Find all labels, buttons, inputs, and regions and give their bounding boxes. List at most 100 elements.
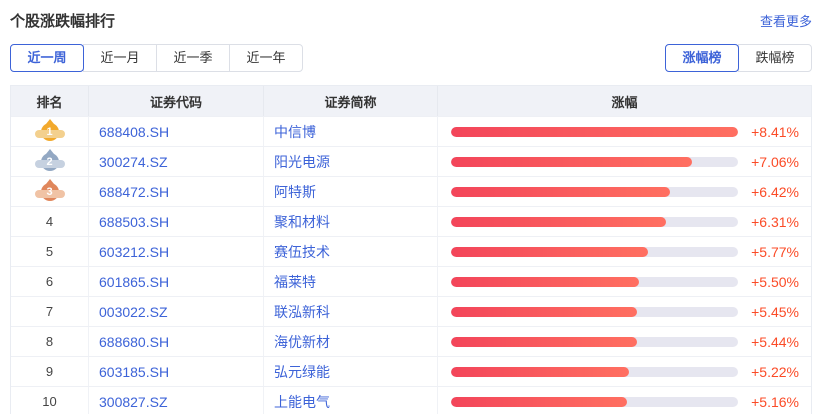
header-name: 证券简称 — [264, 86, 438, 116]
change-bar-fill — [451, 246, 648, 257]
rank-cell: 9 — [11, 357, 89, 386]
change-bar-track — [451, 366, 738, 377]
change-percent: +5.44% — [751, 333, 799, 350]
stock-name[interactable]: 中信博 — [264, 117, 438, 146]
change-cell: +5.22% — [438, 357, 811, 386]
stock-code[interactable]: 688503.SH — [89, 207, 264, 236]
change-bar-track — [451, 396, 738, 407]
stock-code[interactable]: 688680.SH — [89, 327, 264, 356]
toggle-losers[interactable]: 跌幅榜 — [738, 44, 812, 72]
tab-last-month[interactable]: 近一月 — [83, 44, 157, 72]
table-row[interactable]: 10 300827.SZ 上能电气 +5.16% — [11, 386, 811, 414]
rank-cell: 3 — [11, 177, 89, 206]
change-cell: +6.31% — [438, 207, 811, 236]
table-row[interactable]: 4 688503.SH 聚和材料 +6.31% — [11, 206, 811, 236]
stock-name[interactable]: 海优新材 — [264, 327, 438, 356]
stock-code[interactable]: 300827.SZ — [89, 387, 264, 414]
change-bar-track — [451, 156, 738, 167]
stock-code[interactable]: 603185.SH — [89, 357, 264, 386]
change-percent: +5.77% — [751, 243, 799, 260]
change-bar-fill — [451, 306, 637, 317]
panel-header: 个股涨跌幅排行 查看更多 — [10, 10, 812, 31]
header-rank: 排名 — [11, 86, 89, 116]
rank-cell: 5 — [11, 237, 89, 266]
stock-code[interactable]: 601865.SH — [89, 267, 264, 296]
change-cell: +7.06% — [438, 147, 811, 176]
table-row[interactable]: 2 300274.SZ 阳光电源 +7.06% — [11, 146, 811, 176]
change-percent: +5.16% — [751, 393, 799, 410]
rank-cell: 2 — [11, 147, 89, 176]
stock-code[interactable]: 003022.SZ — [89, 297, 264, 326]
change-bar-fill — [451, 186, 670, 197]
table-header-row: 排名 证券代码 证券简称 涨幅 — [11, 86, 811, 116]
rank-cell: 10 — [11, 387, 89, 414]
gold-medal-icon: 1 — [34, 118, 65, 141]
change-bar-track — [451, 186, 738, 197]
change-cell: +5.50% — [438, 267, 811, 296]
stock-code[interactable]: 688472.SH — [89, 177, 264, 206]
change-bar-fill — [451, 276, 639, 287]
change-cell: +5.16% — [438, 387, 811, 414]
bronze-medal-icon: 3 — [34, 178, 65, 201]
table-row[interactable]: 6 601865.SH 福莱特 +5.50% — [11, 266, 811, 296]
stock-name[interactable]: 上能电气 — [264, 387, 438, 414]
silver-medal-icon: 2 — [34, 148, 65, 171]
page-title: 个股涨跌幅排行 — [10, 13, 116, 30]
rank-cell: 7 — [11, 297, 89, 326]
change-percent: +7.06% — [751, 153, 799, 170]
table-row[interactable]: 8 688680.SH 海优新材 +5.44% — [11, 326, 811, 356]
change-percent: +5.45% — [751, 303, 799, 320]
stock-name[interactable]: 赛伍技术 — [264, 237, 438, 266]
tab-last-week[interactable]: 近一周 — [10, 44, 84, 72]
rank-cell: 4 — [11, 207, 89, 236]
change-bar-fill — [451, 366, 630, 377]
header-code: 证券代码 — [89, 86, 264, 116]
change-bar-fill — [451, 126, 738, 137]
stock-name[interactable]: 弘元绿能 — [264, 357, 438, 386]
change-cell: +6.42% — [438, 177, 811, 206]
table-row[interactable]: 1 688408.SH 中信博 +8.41% — [11, 116, 811, 146]
table-row[interactable]: 7 003022.SZ 联泓新科 +5.45% — [11, 296, 811, 326]
tab-last-year[interactable]: 近一年 — [229, 44, 303, 72]
tab-last-quarter[interactable]: 近一季 — [156, 44, 230, 72]
change-bar-track — [451, 276, 738, 287]
period-tabs: 近一周 近一月 近一季 近一年 — [10, 44, 303, 72]
toolbar: 近一周 近一月 近一季 近一年 涨幅榜 跌幅榜 — [10, 44, 812, 72]
stock-code[interactable]: 300274.SZ — [89, 147, 264, 176]
rank-type-toggle: 涨幅榜 跌幅榜 — [665, 44, 812, 72]
stock-name[interactable]: 福莱特 — [264, 267, 438, 296]
change-cell: +5.45% — [438, 297, 811, 326]
view-more-link[interactable]: 查看更多 — [759, 14, 812, 29]
stock-name[interactable]: 聚和材料 — [264, 207, 438, 236]
change-bar-track — [451, 126, 738, 137]
table-row[interactable]: 9 603185.SH 弘元绿能 +5.22% — [11, 356, 811, 386]
stock-code[interactable]: 603212.SH — [89, 237, 264, 266]
rank-cell: 6 — [11, 267, 89, 296]
change-bar-track — [451, 246, 738, 257]
stock-name[interactable]: 阳光电源 — [264, 147, 438, 176]
ranking-table: 排名 证券代码 证券简称 涨幅 1 688408.SH 中信博 +8.41% 2 3002… — [10, 85, 812, 414]
header-change: 涨幅 — [611, 94, 638, 110]
change-bar-fill — [451, 396, 628, 407]
table-row[interactable]: 3 688472.SH 阿特斯 +6.42% — [11, 176, 811, 206]
table-body: 1 688408.SH 中信博 +8.41% 2 300274.SZ 阳光电源 +7.06% 3… — [11, 116, 811, 414]
rank-cell: 1 — [11, 117, 89, 146]
change-bar-fill — [451, 216, 667, 227]
rank-cell: 8 — [11, 327, 89, 356]
change-bar-track — [451, 306, 738, 317]
stock-name[interactable]: 阿特斯 — [264, 177, 438, 206]
stock-code[interactable]: 688408.SH — [89, 117, 264, 146]
change-percent: +5.50% — [751, 273, 799, 290]
change-bar-track — [451, 336, 738, 347]
change-percent: +6.31% — [751, 213, 799, 230]
change-percent: +6.42% — [751, 183, 799, 200]
change-bar-track — [451, 216, 738, 227]
change-cell: +5.77% — [438, 237, 811, 266]
stock-name[interactable]: 联泓新科 — [264, 297, 438, 326]
change-cell: +5.44% — [438, 327, 811, 356]
change-bar-fill — [451, 336, 637, 347]
change-cell: +8.41% — [438, 117, 811, 146]
toggle-gainers[interactable]: 涨幅榜 — [665, 44, 739, 72]
table-row[interactable]: 5 603212.SH 赛伍技术 +5.77% — [11, 236, 811, 266]
